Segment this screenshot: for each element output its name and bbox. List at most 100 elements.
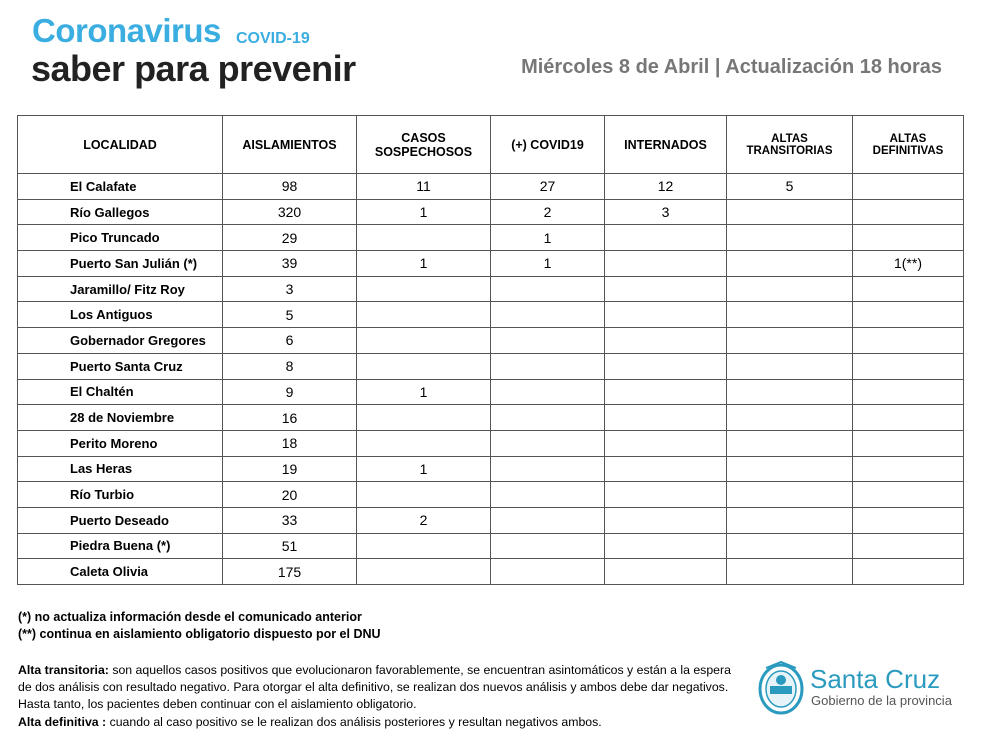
cell (852, 352, 964, 380)
locality: Piedra Buena (*) (17, 532, 223, 560)
cell: 1(**) (852, 250, 964, 277)
locality: Los Antiguos (17, 301, 223, 329)
cell (490, 327, 605, 354)
table-row: Gobernador Gregores 6 (17, 327, 964, 354)
cell (490, 506, 605, 534)
locality: Las Heras (17, 455, 223, 483)
cell (604, 532, 727, 560)
definition: cuando al caso positivo se le realizan d… (109, 714, 602, 729)
cell (726, 558, 853, 585)
cell (726, 506, 853, 534)
column-header: ALTAS DEFINITIVAS (852, 115, 964, 174)
cell (726, 378, 853, 406)
table-body: El Calafate 98 11 27 12 5 Río Gallegos 320 1 2 3 Pi… (17, 173, 964, 585)
definitions: Alta transitoria: son aquellos casos pos… (18, 662, 746, 731)
cell (604, 327, 727, 354)
cell (852, 301, 964, 329)
table-row: Jaramillo/ Fitz Roy 3 (17, 275, 964, 303)
locality: Río Turbio (17, 481, 223, 508)
cell: 27 (490, 173, 605, 200)
cell (356, 404, 491, 431)
locality: Pico Truncado (17, 224, 223, 252)
cell: 29 (222, 224, 357, 252)
title: Coronavirus (32, 12, 221, 49)
cell (726, 198, 853, 226)
cell (604, 352, 727, 380)
cell: 9 (222, 378, 357, 406)
table-row: Puerto San Julián (*) 39 1 1 1(**) (17, 250, 964, 277)
cell: 3 (604, 198, 727, 226)
locality: Perito Moreno (17, 429, 223, 457)
cell (356, 429, 491, 457)
locality: Río Gallegos (17, 198, 223, 226)
cell (852, 378, 964, 406)
locality: Puerto Santa Cruz (17, 352, 223, 380)
cell (852, 532, 964, 560)
date: Miércoles 8 de Abril | Actualización 18 … (521, 56, 942, 78)
column-header: INTERNADOS (604, 115, 727, 174)
logo-caption: Gobierno de la provincia (811, 693, 952, 708)
cell (604, 481, 727, 508)
cell (604, 506, 727, 534)
table-row: Perito Moreno 18 (17, 429, 964, 457)
column-header-text: LOCALIDAD (83, 137, 157, 152)
cell (726, 275, 853, 303)
cell: 51 (222, 532, 357, 560)
cell (726, 429, 853, 457)
locality: 28 de Noviembre (17, 404, 223, 431)
cell: 5 (222, 301, 357, 329)
locality: El Chaltén (17, 378, 223, 406)
definition: son aquellos casos positivos que evoluci… (18, 663, 731, 712)
column-header: CASOS SOSPECHOSOS (356, 115, 491, 174)
cell: 320 (222, 198, 357, 226)
cell (490, 532, 605, 560)
cell (604, 250, 727, 277)
logo-emblem (758, 660, 804, 715)
cell (852, 198, 964, 226)
table-row: El Chaltén 9 1 (17, 378, 964, 406)
cell (604, 558, 727, 585)
cell: 3 (222, 275, 357, 303)
cell (490, 404, 605, 431)
cell (490, 275, 605, 303)
cell: 175 (222, 558, 357, 585)
cell (490, 429, 605, 457)
cell (852, 404, 964, 431)
locality: Puerto San Julián (*) (17, 250, 223, 277)
locality: Puerto Deseado (17, 506, 223, 534)
cell (852, 429, 964, 457)
table-row: 28 de Noviembre 16 (17, 404, 964, 431)
column-header: AISLAMIENTOS (222, 115, 357, 174)
cell (356, 224, 491, 252)
logo-name: Santa Cruz (810, 664, 941, 694)
tag: COVID-19 (236, 30, 310, 47)
table-row: Piedra Buena (*) 51 (17, 532, 964, 560)
column-header: (+) COVID19 (490, 115, 605, 174)
cell (852, 558, 964, 585)
cell: 12 (604, 173, 727, 200)
cell (726, 224, 853, 252)
cell: 19 (222, 455, 357, 483)
locality: Caleta Olivia (17, 558, 223, 585)
cell: 39 (222, 250, 357, 277)
cell (604, 378, 727, 406)
column-header: ALTAS TRANSITORIAS (726, 115, 853, 174)
column-header-text: CASOS SOSPECHOSOS (374, 130, 473, 159)
cell (356, 481, 491, 508)
cases-table: LOCALIDAD AISLAMIENTOS CASOS SOSPECHOSOS (+… (17, 115, 964, 585)
cell (490, 301, 605, 329)
table-row: Caleta Olivia 175 (17, 558, 964, 585)
table-row: Pico Truncado 29 1 (17, 224, 964, 252)
cell (726, 481, 853, 508)
cell: 33 (222, 506, 357, 534)
cell (490, 455, 605, 483)
cell (604, 301, 727, 329)
locality: Gobernador Gregores (17, 327, 223, 354)
cell: 1 (356, 455, 491, 483)
table-row: Puerto Deseado 33 2 (17, 506, 964, 534)
cell (604, 275, 727, 303)
table-row: El Calafate 98 11 27 12 5 (17, 173, 964, 200)
header-row: LOCALIDAD AISLAMIENTOS CASOS SOSPECHOSOS (+… (17, 115, 964, 174)
cell (726, 301, 853, 329)
